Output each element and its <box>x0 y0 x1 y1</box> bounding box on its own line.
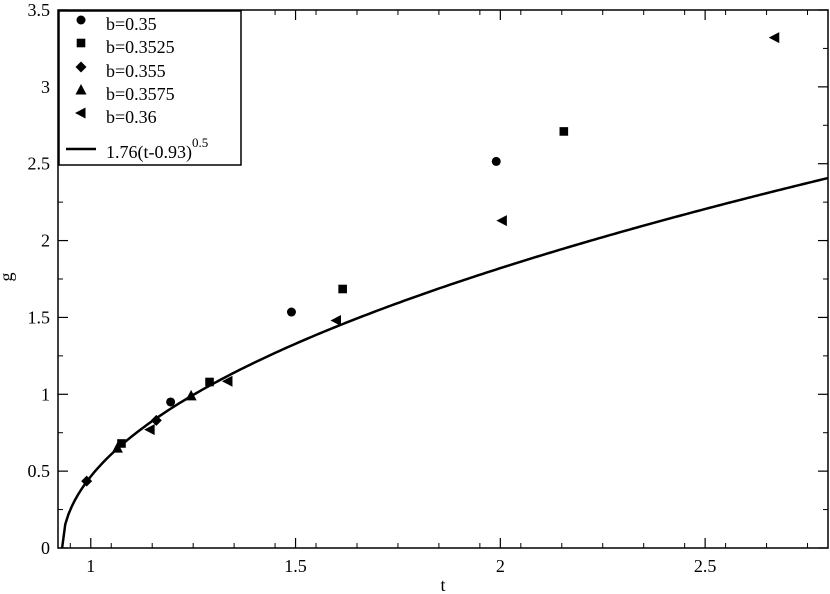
x-tick-label: 1.5 <box>284 556 307 576</box>
y-tick-label: 1.5 <box>28 307 51 327</box>
legend-marker-diamond <box>75 61 87 73</box>
fit-layer <box>60 176 829 549</box>
marks <box>81 32 780 487</box>
data-point-triangle-left <box>144 424 155 436</box>
y-axis-label: g <box>0 273 16 282</box>
legend-label-fit: 1.76(t-0.93)0.5 <box>106 135 208 163</box>
data-point-square <box>559 127 569 136</box>
legend-marker-square <box>76 38 86 48</box>
y-tick-label: 0 <box>41 538 50 558</box>
x-axis-label: t <box>440 575 445 594</box>
data-point-triangle-left <box>496 215 507 227</box>
legend-label-b03525: b=0.3525 <box>106 37 175 57</box>
data-point-triangle-up <box>185 389 197 401</box>
data-point-square <box>117 439 126 448</box>
legend: b=0.35 b=0.3525 b=0.355 b=0.3575 b=0.36 … <box>58 10 242 166</box>
data-point-square <box>205 377 214 387</box>
legend-marker-triangle-left <box>75 107 86 119</box>
legend-label-b035: b=0.35 <box>106 14 157 34</box>
y-tick-label: 3.5 <box>28 0 51 20</box>
legend-fit-base: 1.76(t-0.93) <box>106 142 192 163</box>
legend-marker-circle <box>76 15 86 25</box>
y-tick-label: 0.5 <box>28 461 51 481</box>
data-point-diamond <box>150 414 162 426</box>
data-point-diamond <box>81 475 93 487</box>
data-point-circle <box>166 397 176 407</box>
data-point-triangle-left <box>768 32 780 44</box>
y-tick-label: 3 <box>41 77 50 97</box>
data-point-triangle-left <box>330 315 342 327</box>
x-tick-label: 2 <box>496 556 505 576</box>
legend-label-b036: b=0.36 <box>106 107 157 127</box>
x-tick-label: 2.5 <box>694 556 717 576</box>
fit-curve <box>60 176 829 549</box>
data-point-circle <box>286 307 296 317</box>
legend-label-b0355: b=0.355 <box>106 61 166 81</box>
legend-markers <box>75 15 87 119</box>
data-point-circle <box>491 156 501 166</box>
legend-box <box>58 10 242 166</box>
legend-marker-triangle-up <box>75 84 87 95</box>
x-tick-label: 1 <box>86 556 95 576</box>
legend-fit-exp: 0.5 <box>192 135 208 150</box>
y-tick-label: 1 <box>41 384 50 404</box>
legend-label-b03575: b=0.3575 <box>106 84 175 104</box>
y-tick-label: 2.5 <box>28 154 51 174</box>
data-point-triangle-up <box>111 442 123 453</box>
data-point-triangle-left <box>221 375 233 387</box>
data-point-square <box>338 284 347 294</box>
y-tick-label: 2 <box>41 231 50 251</box>
